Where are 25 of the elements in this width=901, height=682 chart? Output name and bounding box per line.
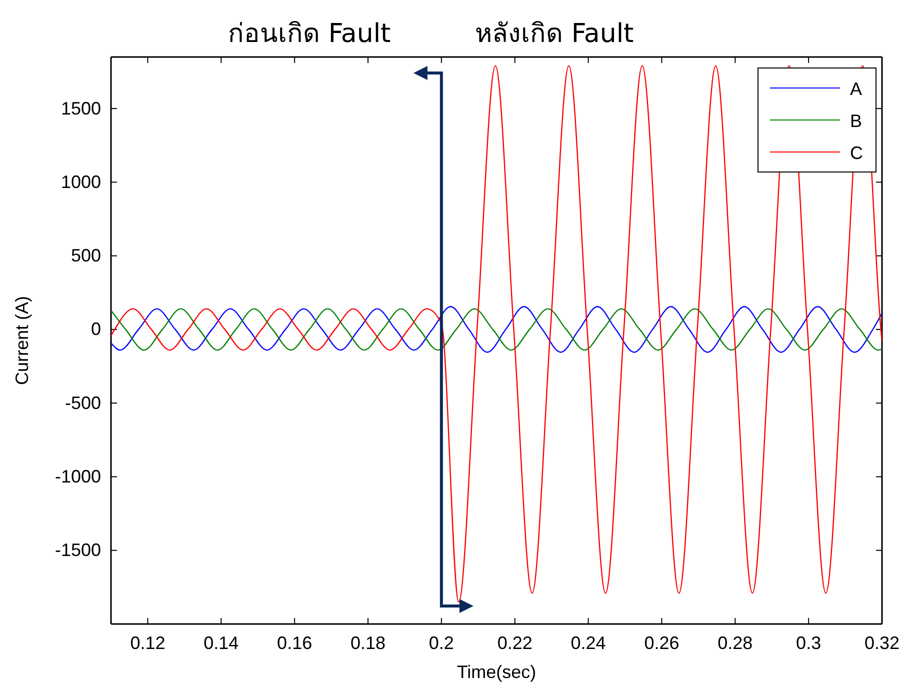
- x-tick-label: 0.28: [718, 632, 753, 653]
- y-tick-label: 1000: [60, 172, 101, 192]
- x-tick-label: 0.14: [204, 632, 239, 653]
- text: หลังเกิด Fault: [475, 19, 634, 49]
- x-axis-title: Time(sec): [456, 662, 536, 682]
- x-tick-label: 0.26: [644, 632, 680, 653]
- x-tick-label: 0.24: [570, 632, 606, 653]
- y-tick-label: 1500: [60, 98, 101, 118]
- x-tick-label: 0.18: [350, 632, 386, 653]
- y-tick-label: -1000: [54, 466, 101, 486]
- y-tick-label: -500: [64, 392, 101, 413]
- legend-label: B: [850, 111, 862, 131]
- y-tick-label: 0: [90, 319, 101, 340]
- y-axis-title: Current (A): [12, 296, 32, 386]
- x-tick-label: 0.2: [428, 632, 454, 653]
- legend-label: A: [850, 79, 862, 99]
- legend-label: C: [850, 143, 863, 163]
- x-tick-label: 0.12: [130, 632, 166, 653]
- x-tick-label: 0.3: [796, 632, 822, 653]
- y-tick-label: 500: [70, 246, 101, 266]
- x-tick-label: 0.32: [864, 632, 900, 653]
- x-tick-label: 0.16: [277, 632, 312, 653]
- x-tick-label: 0.22: [497, 632, 532, 653]
- y-tick-label: -1500: [54, 540, 101, 560]
- text: ก่อนเกิด Fault: [228, 19, 391, 49]
